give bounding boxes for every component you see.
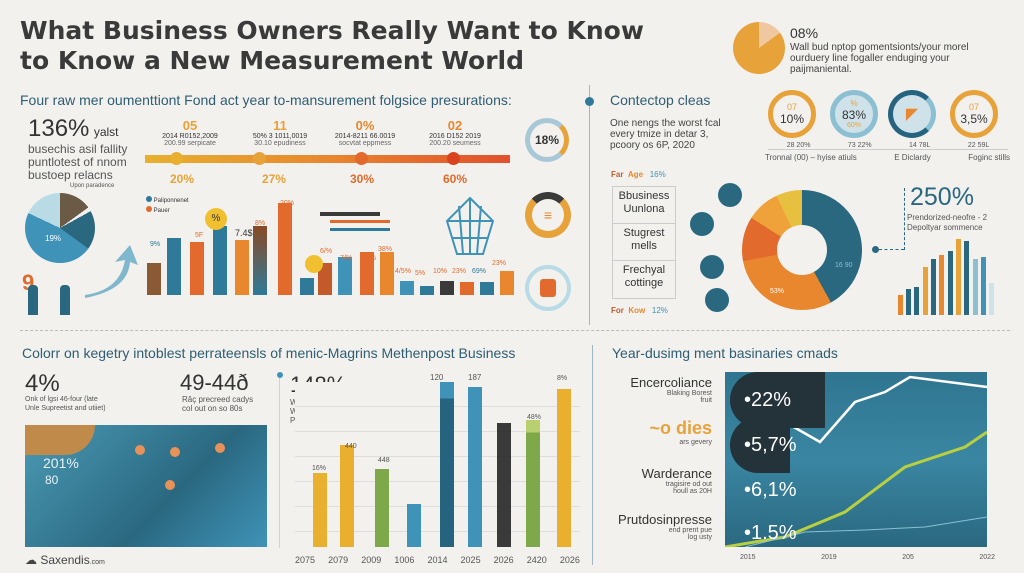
divider <box>589 85 590 325</box>
gauge-captions: Tronnal (00) – hyise atiuls E Diclardy Fog… <box>765 153 1010 162</box>
section-title: Four raw mer oumenttiont Fond act year t… <box>20 92 512 108</box>
gauge: 07 3,5% <box>950 90 998 138</box>
x-axis: 2015 2019 205 2022 <box>740 554 995 561</box>
pie-icon <box>733 22 785 74</box>
mini-bar-chart <box>898 235 998 315</box>
list-icon: ≡ <box>525 192 571 238</box>
stat-4: 4% <box>25 370 60 397</box>
divider <box>20 330 1010 331</box>
legend: Paliponnenet Pauer <box>146 196 189 216</box>
gauge: % 83% 60% <box>830 90 878 138</box>
dot <box>585 97 594 106</box>
gauge: 07 10% <box>768 90 816 138</box>
pie-label: Upon paradence <box>70 183 115 189</box>
row-label: ~o dies ars gevery <box>649 418 712 446</box>
section-title: Year-dusimg ment basinaries cmads <box>612 345 838 361</box>
book-icon <box>718 183 742 207</box>
curved-arrow-icon <box>85 245 138 298</box>
row-label: Warderance tragisire od out houll as 20H <box>641 466 712 495</box>
section-title: Contectop cleas <box>610 92 711 108</box>
category-boxes: Bbusiness Uunlona Stugrest mells Frechya… <box>612 186 676 299</box>
illustration-panel: 201% 80 <box>25 425 267 547</box>
box-stugrest: Stugrest mells <box>613 224 675 261</box>
x-axis: 2075 2079 2009 1006 2014 2025 2026 2420 2026 <box>295 555 580 565</box>
timeline-item: 02 2016 D152 2019 200.20 seumess <box>429 118 481 147</box>
timeline-item: 11 50% 3 1011,0019 30.10 epudiness <box>252 118 308 147</box>
lock-icon <box>525 265 571 311</box>
timeline-bar <box>145 155 510 163</box>
row-label: Encercoliance Blaking Borest fruit <box>630 375 712 404</box>
pill-61: •6,1% <box>744 478 797 501</box>
stat-49: 49-44ð <box>180 370 249 395</box>
person-icon <box>60 285 70 315</box>
stat-desc: Prendorized-neofre - 2 Depoltyar sommence <box>907 213 988 232</box>
bar-chart <box>145 180 515 295</box>
box-frechyal: Frechyal cottinge <box>622 264 666 289</box>
stat-250: 250% <box>910 183 974 211</box>
timeline-item: 05 2014 R0152,2009 200.99 serpicate <box>162 118 218 147</box>
big-desc: Wall bud nptop gomentsionts/your morel ou… <box>790 42 969 75</box>
age-row: Far Age 16% <box>611 170 666 179</box>
know-row: For Kow 12% <box>611 306 668 315</box>
box-business: Bbusiness Uunlona <box>613 187 675 224</box>
pie-chart <box>25 193 95 263</box>
timeline-item: 0% 2014-8211 66.0019 socvtat eppmess <box>334 118 396 147</box>
pill-57: •5,7% <box>730 417 797 473</box>
pen-icon <box>320 212 380 216</box>
section-title: Colorr on kegetry intoblest perrateensls… <box>22 345 516 361</box>
row-label: Prutdosinpresse end prent pue log usty <box>618 512 712 541</box>
tools-icon <box>690 212 714 236</box>
stat-136: 136% yalst <box>28 115 119 142</box>
logo[interactable]: ☁ Saxendis.com <box>25 553 105 567</box>
big-pct: 08% <box>790 25 819 41</box>
gauge-subs: 28 20% 73 22% 14 78L 22 59L <box>768 142 1008 150</box>
pill-15: •1.5% <box>744 521 797 544</box>
hand-icon <box>305 255 323 273</box>
gauge: ◤ <box>888 90 936 138</box>
bar-chart-2 <box>295 382 580 547</box>
gauge-icon: 18% <box>525 118 569 162</box>
document-icon <box>705 288 729 312</box>
plane-icon <box>700 255 724 279</box>
stat-desc: Onk of lgsi 46-four (late Unle Supreetist… <box>25 396 106 412</box>
stat-desc: Râç precreed cadys col out on so 80s <box>182 395 254 413</box>
percent-badge-icon: % <box>205 208 227 230</box>
globe-icon <box>445 196 495 255</box>
section-desc: One nengs the worst fcal every tmize in d… <box>610 118 721 151</box>
person-icon <box>28 285 38 315</box>
divider <box>592 345 593 565</box>
stat-desc: busechis asil fallity puntlotest of nnom b… <box>28 142 128 182</box>
page-title: What Business Owners Really Want to Know… <box>20 16 644 75</box>
logo-icon: ☁ <box>25 553 37 567</box>
